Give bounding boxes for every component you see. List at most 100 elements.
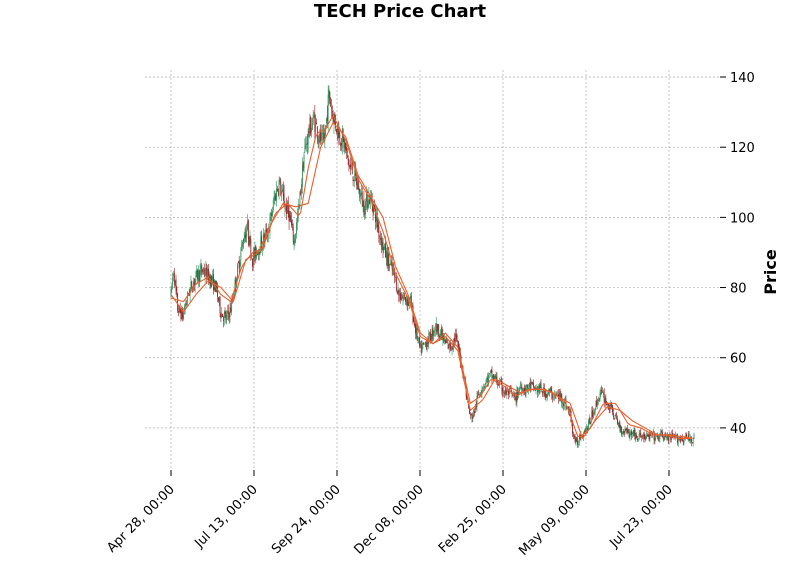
candle-body: [444, 339, 446, 343]
y-tick-label: 60: [730, 352, 747, 367]
candle-body: [249, 237, 251, 244]
candle-body: [377, 224, 379, 228]
candle-body: [454, 337, 455, 342]
candle-body: [217, 297, 219, 301]
candle-body: [213, 274, 214, 291]
candle-body: [185, 304, 187, 305]
candle-body: [592, 410, 593, 417]
candle-body: [597, 399, 599, 401]
candle-body: [341, 143, 342, 146]
candle-body: [284, 208, 286, 210]
candle-body: [552, 397, 554, 398]
candle-body: [484, 386, 485, 389]
candle-body: [215, 281, 217, 292]
candle-body: [657, 437, 659, 441]
candle-body: [197, 270, 199, 280]
candle-body: [184, 306, 186, 310]
candle-body: [596, 400, 598, 406]
candle-body: [691, 442, 693, 443]
candle-body: [308, 131, 310, 133]
candle-body: [180, 310, 182, 320]
candle-body: [390, 263, 391, 266]
candle-body: [545, 392, 547, 398]
candle-body: [631, 431, 633, 436]
candle-body: [614, 415, 616, 419]
candle-body: [222, 317, 224, 322]
candle-body: [632, 432, 633, 435]
candle-body: [599, 392, 601, 400]
candle-body: [173, 272, 175, 285]
candle-body: [240, 251, 242, 261]
candle-body: [237, 264, 238, 280]
candle-body: [385, 243, 386, 258]
candle-body: [486, 377, 488, 379]
candle-body: [323, 133, 325, 141]
candle-body: [502, 391, 504, 393]
candle-body: [542, 391, 544, 394]
candle-body: [624, 428, 626, 433]
candle-body: [272, 211, 273, 216]
candle-body: [433, 332, 435, 336]
candle-body: [601, 390, 603, 391]
candle-body: [193, 280, 195, 285]
candle-body: [533, 382, 534, 388]
candle-body: [234, 279, 236, 293]
candle-body: [485, 379, 487, 385]
candle-body: [178, 311, 179, 313]
candle-body: [365, 201, 366, 215]
candle-body: [196, 269, 198, 273]
candle-body: [521, 386, 523, 392]
candle-body: [647, 434, 648, 436]
candle-body: [291, 220, 292, 226]
x-tick-label: Apr 28, 00:00: [104, 482, 177, 555]
candle-body: [238, 262, 240, 269]
candle-body: [375, 213, 377, 222]
candle-body: [670, 434, 672, 440]
candle-body: [568, 406, 569, 411]
candle-body: [281, 191, 282, 195]
candle-body: [330, 101, 332, 107]
moving-average-1-line: [170, 114, 693, 439]
candle-body: [375, 208, 376, 222]
candle-body: [591, 411, 593, 423]
candle-body: [469, 414, 471, 416]
candle-body: [609, 407, 611, 409]
chart-title: TECH Price Chart: [314, 1, 487, 22]
candle-body: [424, 343, 426, 345]
candle-body: [311, 127, 312, 133]
candle-body: [544, 391, 546, 398]
candle-body: [384, 244, 386, 249]
candle-body: [562, 402, 564, 405]
candle-body: [557, 394, 559, 396]
candle-body: [580, 434, 582, 440]
candle-body: [278, 179, 280, 196]
candle-body: [640, 433, 642, 437]
candle-body: [638, 433, 640, 440]
candle-body: [594, 409, 596, 414]
candle-body: [296, 222, 297, 235]
candle-body: [343, 138, 345, 149]
candle-body: [504, 392, 505, 394]
candle-body: [350, 164, 351, 168]
candle-body: [537, 388, 539, 393]
candle-body: [241, 244, 243, 251]
candle-body: [176, 288, 178, 296]
candle-body: [515, 396, 517, 402]
candle-body: [592, 412, 594, 419]
candle-body: [593, 412, 595, 414]
candle-body: [618, 422, 620, 426]
candle-body: [665, 436, 667, 437]
candle-body: [338, 131, 340, 138]
candle-body: [489, 373, 490, 375]
candle-body: [458, 346, 460, 347]
candle-body: [681, 437, 683, 441]
candle-body: [392, 269, 394, 271]
candle-body: [508, 389, 509, 395]
candle-body: [356, 177, 357, 185]
candle-body: [395, 277, 396, 278]
candle-body: [282, 189, 283, 192]
candle-body: [626, 428, 628, 431]
candle-body: [256, 251, 258, 257]
grid-layer: [145, 70, 720, 470]
candle-body: [353, 179, 355, 181]
